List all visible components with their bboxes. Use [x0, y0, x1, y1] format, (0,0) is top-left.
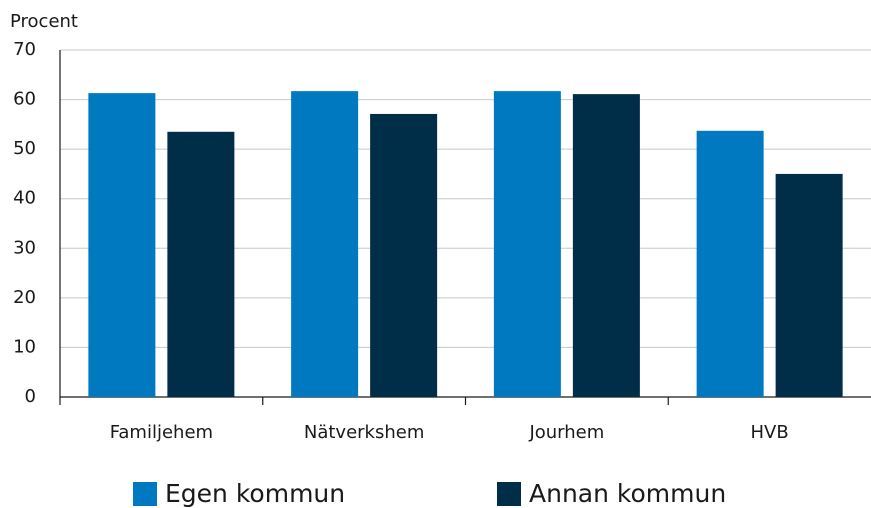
y-tick-label: 50 [13, 138, 36, 159]
y-tick-label: 10 [13, 336, 36, 357]
y-tick-label: 30 [13, 237, 36, 258]
legend-swatch [497, 482, 521, 506]
y-tick-label: 0 [25, 386, 36, 407]
x-tick-label: Jourhem [528, 422, 604, 443]
y-axis-label: Procent [10, 11, 78, 32]
y-tick-label: 20 [13, 287, 36, 308]
bar [88, 93, 156, 398]
y-tick-label: 40 [13, 188, 36, 209]
legend-label: Egen kommun [165, 479, 345, 508]
bar [291, 91, 359, 397]
x-tick-label: HVB [751, 422, 789, 443]
x-tick-label: Nätverkshem [304, 422, 425, 443]
bar [370, 113, 438, 397]
bar [775, 173, 843, 397]
bar [493, 91, 561, 397]
legend-swatch [133, 482, 157, 506]
bar [696, 130, 764, 397]
y-tick-label: 70 [13, 39, 36, 60]
bar [572, 94, 640, 398]
legend-label: Annan kommun [529, 479, 726, 508]
bar [167, 131, 235, 398]
y-tick-label: 60 [13, 89, 36, 110]
x-tick-label: Familjehem [110, 422, 213, 443]
